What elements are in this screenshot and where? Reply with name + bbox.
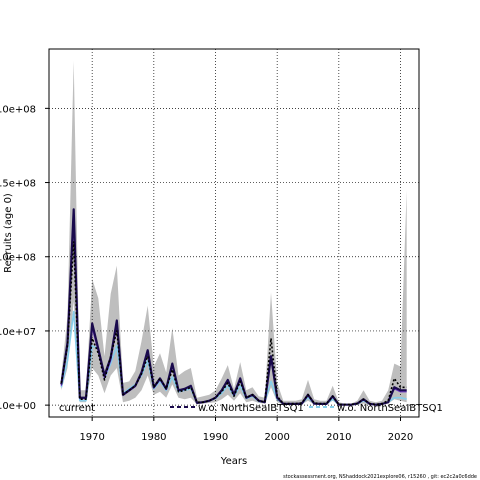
y-tick-label-2: 1.0e+08 [0, 253, 36, 264]
x-tick-label-1990: 1990 [203, 432, 228, 443]
y-axis: 0.0e+00 5.0e+07 1.0e+08 1.5e+08 2.0e+08 [0, 104, 49, 412]
confidence-band-layer [61, 60, 407, 405]
x-axis-title: Years [220, 456, 247, 467]
x-axis: 1970 1980 1990 2000 2010 2020 [79, 417, 413, 443]
x-tick-label-1980: 1980 [141, 432, 166, 443]
plot-frame [48, 48, 420, 418]
y-tick-label-0: 0.0e+00 [0, 401, 36, 412]
y-tick-label-3: 1.5e+08 [0, 179, 36, 190]
series-line-0 [60, 241, 407, 406]
grid-layer [49, 49, 419, 417]
legend-label-0: current [59, 403, 95, 414]
x-tick-label-2020: 2020 [388, 432, 413, 443]
footnote: stockassessment.org, NShaddock2021explor… [283, 474, 477, 480]
legend-label-1: w.o. NorthSeaIBTSQ1 [198, 403, 304, 414]
y-tick-label-4: 2.0e+08 [0, 104, 36, 115]
x-tick-label-1970: 1970 [79, 432, 104, 443]
y-tick-label-1: 5.0e+07 [0, 327, 36, 338]
x-tick-label-2000: 2000 [264, 432, 289, 443]
confidence-band [61, 60, 407, 405]
x-tick-label-2010: 2010 [326, 432, 351, 443]
y-axis-title: Recruits (age 0) [3, 193, 14, 273]
legend-label-2: w.o. NorthSeaIBTSQ1 [337, 403, 443, 414]
legend: current w.o. NorthSeaIBTSQ1 w.o. NorthSeaI… [59, 403, 443, 414]
series-layer [60, 208, 407, 406]
